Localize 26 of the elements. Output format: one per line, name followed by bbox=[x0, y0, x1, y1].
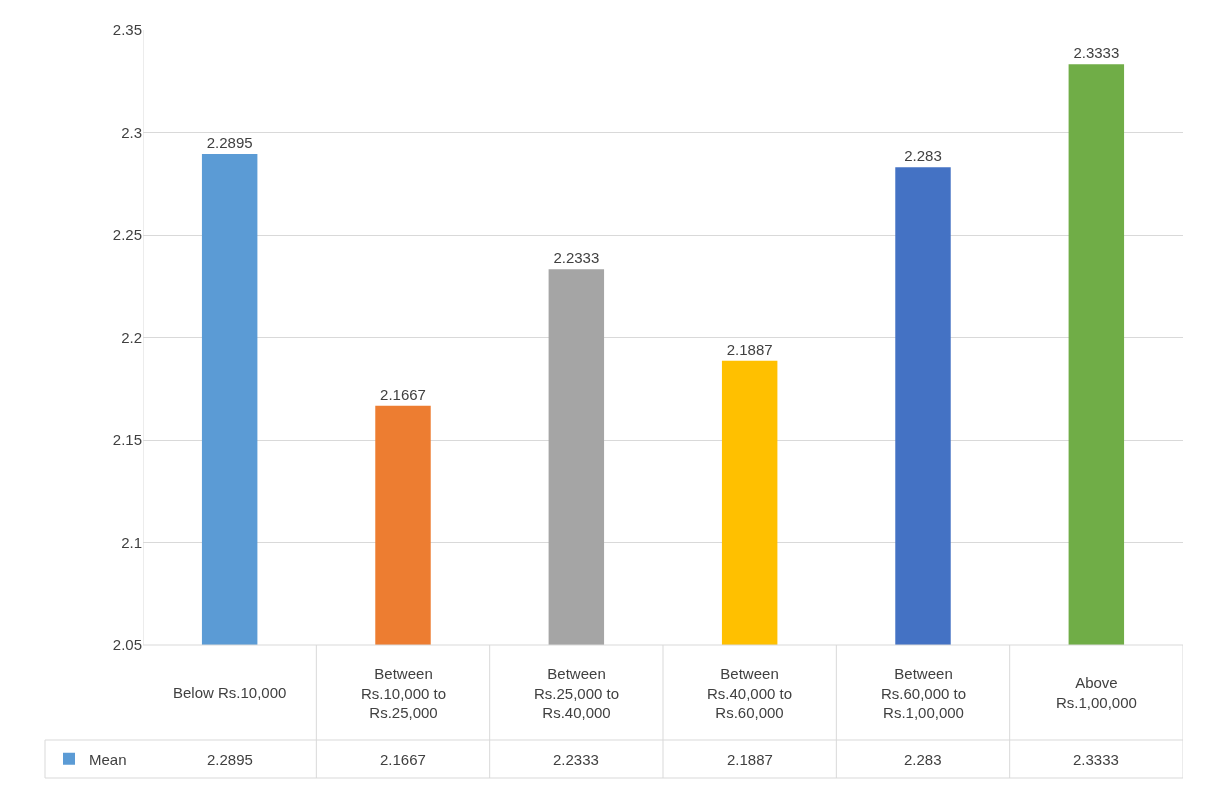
data-label: 2.2333 bbox=[553, 249, 600, 267]
text: 2.1667 bbox=[380, 751, 426, 768]
data-label: 2.1667 bbox=[380, 385, 426, 403]
x-tick-label: Between Rs.40,000 to Rs.60,000 bbox=[707, 665, 793, 721]
x-tick-label: Above Rs.1,00,000 bbox=[1056, 674, 1137, 711]
y-tick-label: 2.05 bbox=[112, 636, 142, 654]
text: 2.3333 bbox=[1073, 751, 1119, 768]
y-tick-label: 2.2 bbox=[121, 328, 142, 346]
text: 2.2895 bbox=[207, 751, 253, 768]
y-tick-label: 2.15 bbox=[112, 431, 142, 449]
text: 2.283 bbox=[904, 751, 942, 768]
x-tick-label: Below Rs.10,000 bbox=[173, 684, 287, 701]
data-label: 2.283 bbox=[904, 147, 942, 165]
x-tick-label: Between Rs.25,000 to Rs.40,000 bbox=[534, 665, 620, 721]
data-label: 2.1887 bbox=[726, 340, 773, 358]
text: 2.2333 bbox=[553, 751, 599, 768]
legend-label: Mean bbox=[89, 750, 127, 768]
x-tick-label: Between Rs.10,000 to Rs.25,000 bbox=[361, 665, 447, 721]
text: 2.1887 bbox=[727, 751, 773, 768]
x-tick-label: Between Rs.60,000 to Rs.1,00,000 bbox=[881, 665, 967, 721]
y-tick-label: 2.1 bbox=[121, 533, 142, 551]
y-tick-label: 2.3 bbox=[121, 123, 142, 141]
data-label: 2.2895 bbox=[206, 134, 253, 152]
y-tick-label: 2.25 bbox=[112, 226, 142, 244]
data-label: 2.3333 bbox=[1073, 44, 1120, 62]
y-tick-label: 2.35 bbox=[112, 21, 142, 39]
